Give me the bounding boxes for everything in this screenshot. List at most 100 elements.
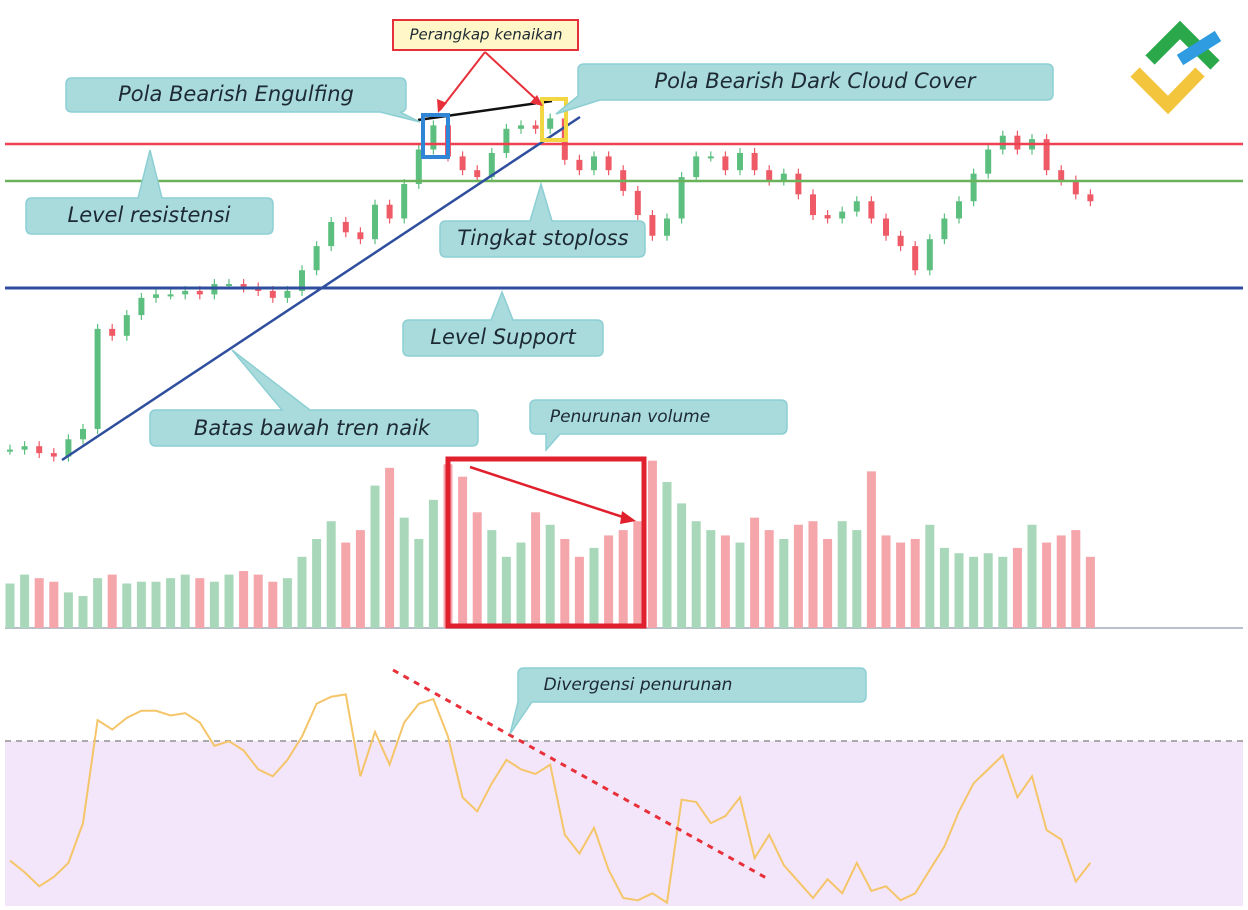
candle	[50, 453, 57, 457]
candle	[328, 221, 335, 247]
candle	[795, 173, 802, 195]
candle	[547, 118, 554, 129]
volume-bar	[793, 524, 803, 628]
candle	[941, 218, 948, 240]
volume-bar	[1012, 547, 1022, 628]
rsi-line	[9, 693, 1092, 905]
volume-bar	[458, 476, 468, 628]
volume-bar	[268, 581, 278, 628]
volume-bar	[487, 530, 497, 628]
candle	[1043, 139, 1050, 171]
candle	[226, 284, 232, 287]
volume-bar	[195, 578, 205, 628]
volume-bar	[297, 556, 307, 628]
volume-bar	[180, 574, 190, 628]
candle	[357, 232, 364, 240]
dark-cloud-box	[540, 97, 568, 142]
candles	[7, 113, 1094, 462]
volume-bar	[866, 471, 876, 628]
volume-bar	[414, 539, 424, 628]
volume-bar	[720, 535, 730, 628]
candle	[488, 152, 495, 178]
volume-bar	[910, 539, 920, 628]
volume-bar	[428, 499, 438, 628]
volume-bar	[5, 583, 15, 628]
candle	[284, 290, 291, 298]
candle	[780, 173, 787, 181]
candle	[897, 235, 904, 247]
volume-bar	[20, 574, 30, 628]
volume-bar	[1027, 524, 1037, 628]
volume-bar	[677, 503, 687, 628]
volume-bar	[560, 539, 570, 628]
candle	[109, 328, 116, 336]
volume-bar	[574, 556, 584, 628]
candle	[1072, 180, 1079, 195]
volume-bar	[1071, 530, 1081, 628]
volume-bar	[151, 581, 161, 628]
candle	[853, 201, 860, 212]
volume-bar	[633, 521, 643, 628]
trend-line	[61, 115, 581, 462]
volume-bar	[998, 556, 1008, 628]
candle	[138, 297, 145, 316]
volume-bar	[312, 539, 322, 628]
volume-bar	[779, 539, 789, 628]
candle	[196, 290, 203, 295]
volume-bar	[808, 521, 818, 628]
volume-bar	[589, 547, 599, 628]
volume-bar	[253, 574, 263, 628]
volume-bar	[63, 592, 73, 628]
candle	[912, 246, 919, 271]
candle	[1058, 170, 1065, 181]
candle	[1087, 194, 1094, 202]
candle	[503, 128, 510, 153]
volume-bar	[618, 530, 628, 628]
volume-bar	[735, 542, 745, 628]
logo	[1130, 20, 1222, 115]
volume-bar	[282, 578, 292, 628]
callout-text: Level resistensi	[68, 203, 231, 227]
trap-label-box	[392, 19, 579, 51]
candle	[693, 156, 700, 178]
callout-text: Pola Bearish Dark Cloud Cover	[654, 69, 977, 93]
callout-text: Tingkat stoploss	[457, 226, 628, 250]
volume-bar	[122, 583, 132, 628]
candle	[269, 290, 276, 298]
candle	[707, 156, 714, 159]
candle	[1014, 135, 1021, 150]
volume-bar	[954, 553, 964, 628]
trap-label: Perangkap kenaikan	[410, 26, 563, 44]
volume-bar	[939, 547, 949, 628]
volume-bar	[370, 485, 380, 628]
candle	[605, 156, 612, 171]
candle	[883, 218, 889, 236]
engulfing-box	[421, 113, 450, 159]
volume-bar	[604, 535, 614, 628]
candle	[518, 125, 524, 129]
callout	[529, 399, 788, 452]
volume-bar	[750, 517, 760, 628]
candle	[737, 152, 743, 171]
candle	[415, 149, 422, 184]
callout	[555, 63, 1054, 115]
volume-bar	[49, 581, 59, 628]
candle	[664, 218, 670, 236]
volume-bar	[136, 581, 146, 628]
candle	[240, 284, 247, 288]
volume-bar	[1085, 556, 1095, 628]
volume-bar	[896, 542, 906, 628]
candle	[824, 215, 831, 219]
volume-bar	[34, 578, 44, 628]
candle	[313, 246, 320, 271]
volume-bar	[107, 574, 117, 628]
candle	[985, 149, 992, 174]
volume-bar	[1042, 542, 1052, 628]
volume-bar	[385, 467, 395, 628]
volume-bar	[516, 542, 526, 628]
candle	[722, 156, 729, 171]
candle	[7, 449, 13, 452]
candle	[926, 239, 933, 271]
candle	[576, 159, 583, 171]
volume-bar	[93, 578, 103, 628]
